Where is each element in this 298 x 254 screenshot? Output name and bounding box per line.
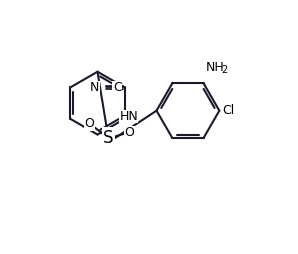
Text: C: C xyxy=(113,81,122,94)
Text: O: O xyxy=(85,117,94,130)
Text: Cl: Cl xyxy=(222,104,235,117)
Text: 2: 2 xyxy=(221,66,227,75)
Text: NH: NH xyxy=(206,61,225,74)
Text: N: N xyxy=(90,81,100,94)
Text: HN: HN xyxy=(119,110,138,123)
Text: S: S xyxy=(103,129,114,147)
Text: O: O xyxy=(125,126,135,139)
